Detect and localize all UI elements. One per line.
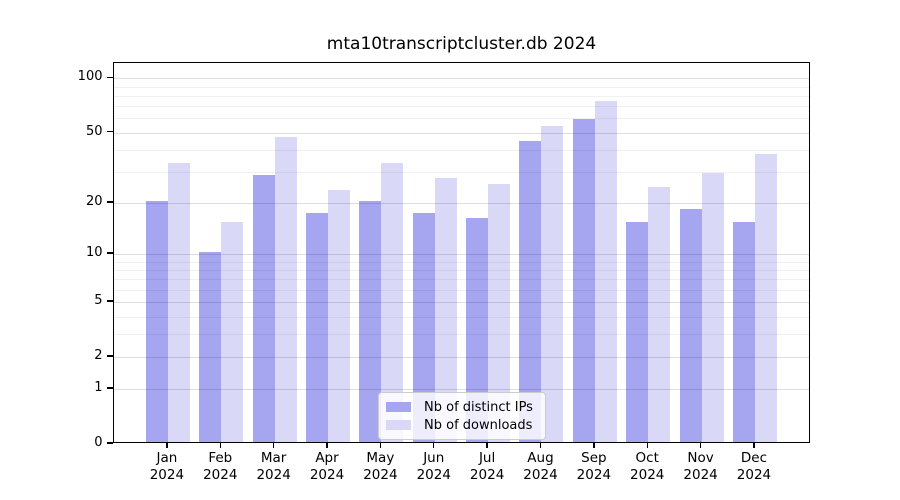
bar-downloads [488, 184, 511, 442]
bar-downloads [754, 153, 777, 442]
legend-entry-distinct-ips: Nb of distinct IPs [386, 399, 535, 415]
x-tick [753, 443, 755, 448]
x-tick-label: Nov 2024 [683, 450, 718, 483]
y-tick [106, 355, 113, 357]
gridline [114, 356, 809, 358]
bar-distinct-ips [359, 200, 382, 442]
x-tick [272, 443, 275, 448]
x-tick [166, 443, 168, 448]
gridline [114, 289, 809, 291]
x-tick [219, 443, 221, 448]
bar-distinct-ips [306, 213, 328, 442]
gridline [114, 149, 809, 151]
gridline [114, 86, 809, 88]
bar-distinct-ips [679, 208, 702, 442]
y-tick [106, 130, 113, 133]
gridline [114, 389, 809, 391]
x-tick [379, 443, 382, 448]
chart-title: mta10transcriptcluster.db 2024 [326, 34, 597, 54]
legend-entry-downloads: Nb of downloads [386, 417, 535, 433]
gridline [114, 132, 809, 134]
y-tick [106, 76, 113, 79]
bar-distinct-ips [519, 140, 542, 442]
bar-downloads [594, 101, 617, 442]
y-tick-label: 50 [85, 123, 103, 139]
y-tick-label: 2 [94, 347, 103, 363]
distinct-ips-swatch-icon [386, 402, 411, 412]
x-tick [486, 443, 488, 448]
x-tick-label: Dec 2024 [736, 450, 772, 483]
y-tick-label: 5 [94, 293, 103, 309]
x-tick-label: Apr 2024 [309, 450, 345, 483]
gridline [114, 106, 809, 108]
x-tick-label: Aug 2024 [523, 450, 558, 483]
bar-downloads [328, 190, 350, 442]
gridline [114, 118, 809, 120]
gridline [114, 254, 809, 256]
x-tick [539, 443, 542, 448]
y-tick-label: 1 [94, 380, 103, 396]
plot-area [113, 62, 810, 443]
bar-downloads [274, 137, 297, 442]
y-tick [106, 252, 113, 254]
gridline [114, 172, 809, 174]
bars-layer [114, 63, 809, 442]
gridline [114, 279, 809, 281]
x-tick [646, 443, 648, 448]
gridline [114, 261, 809, 263]
bar-distinct-ips [626, 222, 649, 442]
downloads-swatch-icon [386, 420, 411, 430]
y-tick [106, 201, 113, 203]
x-tick-label: May 2024 [363, 450, 398, 483]
x-tick [326, 443, 328, 448]
bar-distinct-ips [252, 175, 275, 442]
bar-distinct-ips [732, 222, 755, 442]
bar-downloads [221, 222, 244, 442]
y-tick [106, 300, 113, 302]
bar-distinct-ips [466, 217, 489, 442]
legend-label-downloads: Nb of downloads [424, 417, 533, 433]
x-tick-label: Oct 2024 [630, 450, 665, 483]
x-tick-label: Mar 2024 [256, 450, 291, 483]
bar-distinct-ips [199, 252, 222, 442]
bar-downloads [701, 172, 724, 442]
x-tick-label: Feb 2024 [203, 450, 238, 483]
x-tick [433, 443, 435, 448]
x-tick [699, 443, 702, 448]
gridline [114, 95, 809, 97]
gridline [114, 202, 809, 204]
y-tick-label: 100 [77, 69, 103, 85]
bar-downloads [541, 126, 564, 442]
y-tick-label: 0 [94, 435, 103, 450]
legend: Nb of distinct IPs Nb of downloads [378, 392, 546, 440]
bar-downloads [381, 162, 404, 442]
bar-downloads [648, 187, 671, 442]
gridline [114, 78, 809, 80]
x-tick-label: Jun 2024 [416, 450, 451, 483]
y-tick [106, 442, 113, 444]
bar-distinct-ips [572, 119, 595, 442]
x-tick-label: Jan 2024 [149, 450, 185, 483]
bar-distinct-ips [145, 200, 168, 442]
gridline [114, 334, 809, 336]
y-tick-label: 20 [85, 193, 103, 209]
y-tick [106, 387, 113, 389]
x-tick [593, 443, 595, 448]
y-tick-label: 10 [85, 245, 103, 261]
bar-distinct-ips [412, 213, 435, 442]
bar-downloads [167, 162, 190, 442]
gridline [114, 316, 809, 318]
x-tick-label: Sep 2024 [576, 450, 612, 483]
legend-label-distinct-ips: Nb of distinct IPs [424, 399, 533, 415]
grid-layer [114, 63, 809, 442]
bar-downloads [434, 178, 457, 442]
gridline [114, 302, 809, 304]
x-tick-label: Jul 2024 [469, 450, 505, 483]
gridline [114, 269, 809, 271]
